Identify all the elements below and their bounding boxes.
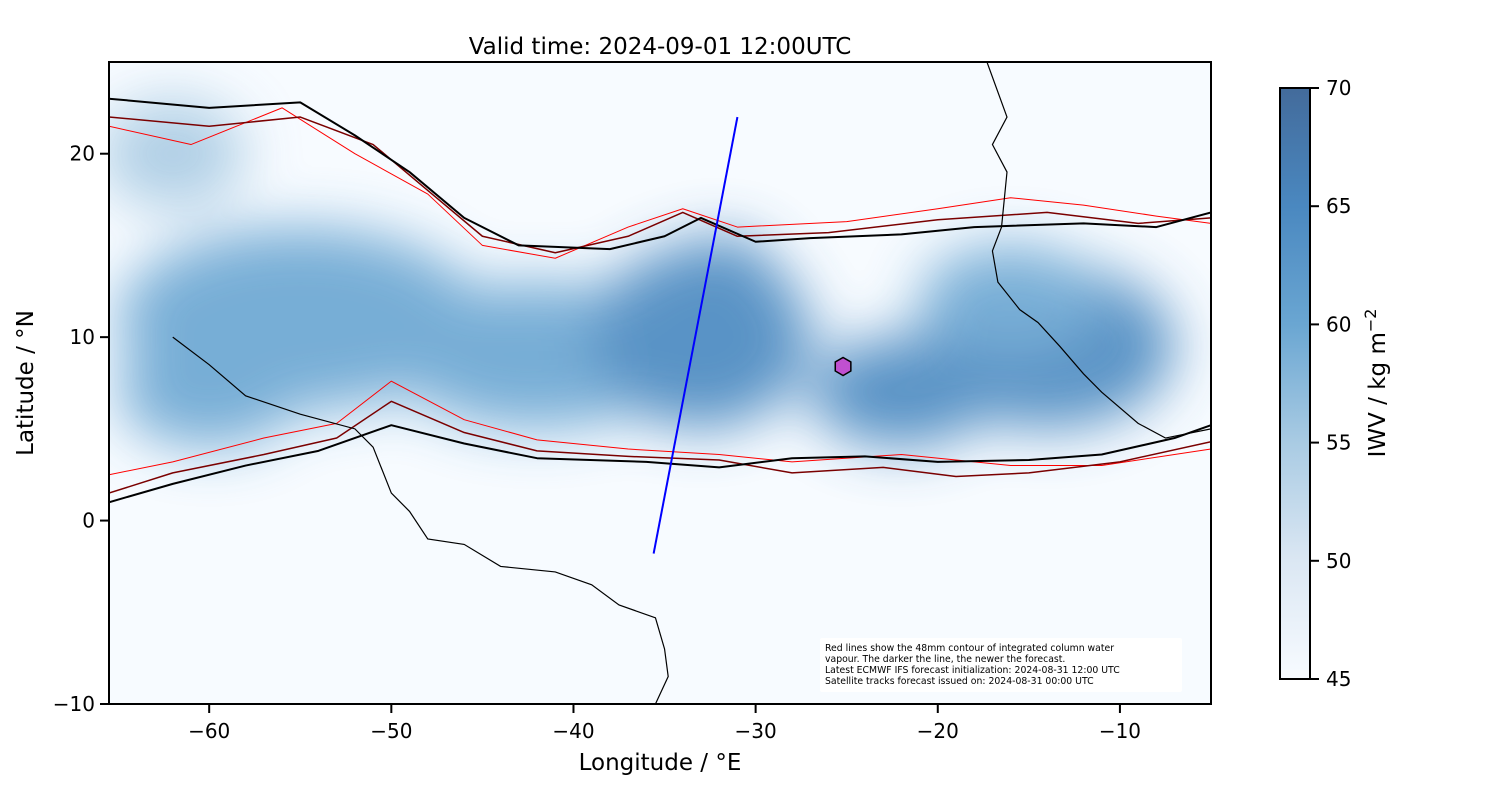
colorbar bbox=[1279, 87, 1311, 680]
x-tick-label: −20 bbox=[917, 719, 959, 743]
y-axis-label: Latitude / °N bbox=[13, 310, 39, 456]
y-axis: −10 0 10 20 bbox=[53, 142, 109, 716]
contour-newest-north bbox=[109, 97, 1211, 251]
y-tick-label: 0 bbox=[82, 509, 95, 533]
satellite-track bbox=[652, 116, 739, 554]
colorbar-ticks: 45 50 55 60 65 70 bbox=[1310, 76, 1351, 691]
coastlines bbox=[172, 62, 1211, 704]
iwv-blob bbox=[109, 98, 246, 209]
x-tick-label: −30 bbox=[735, 719, 777, 743]
annotation-line: Red lines show the 48mm contour of integ… bbox=[825, 643, 1115, 654]
x-axis-label: Longitude / °E bbox=[579, 750, 742, 776]
hexagon-marker bbox=[834, 356, 852, 377]
iwv-field bbox=[109, 98, 1175, 448]
x-axis: −60 −50 −40 −30 −20 −10 bbox=[188, 704, 1141, 743]
hexagon-icon bbox=[834, 356, 852, 377]
iwv-blob bbox=[919, 245, 1102, 356]
contour-oldest-north bbox=[109, 107, 1211, 259]
colorbar-tick-label: 45 bbox=[1326, 667, 1351, 691]
y-tick-label: −10 bbox=[53, 692, 95, 716]
colorbar-tick-label: 55 bbox=[1326, 431, 1351, 455]
x-tick-label: −50 bbox=[370, 719, 412, 743]
colorbar-tick-label: 50 bbox=[1326, 549, 1351, 573]
colorbar-tick-label: 70 bbox=[1326, 76, 1351, 100]
contour-oldest-south bbox=[109, 380, 1211, 476]
colorbar-tick-label: 65 bbox=[1326, 194, 1351, 218]
coastline bbox=[172, 336, 669, 704]
annotation-box: Red lines show the 48mm contour of integ… bbox=[820, 638, 1182, 692]
y-tick-label: 20 bbox=[70, 142, 95, 166]
annotation-line: Latest ECMWF IFS forecast initialization… bbox=[825, 665, 1120, 676]
map-title: Valid time: 2024-09-01 12:00UTC bbox=[469, 34, 852, 60]
annotation-line: vapour. The darker the line, the newer t… bbox=[825, 654, 1066, 665]
annotation-line: Satellite tracks forecast issued on: 202… bbox=[825, 676, 1094, 687]
contour-mid-south bbox=[109, 400, 1211, 494]
x-tick-label: −60 bbox=[188, 719, 230, 743]
colorbar-tick-label: 60 bbox=[1326, 312, 1351, 336]
iwv-blob bbox=[118, 337, 301, 448]
plot-frame bbox=[108, 61, 1212, 705]
x-tick-label: −40 bbox=[552, 719, 594, 743]
colorbar-label: IWV / kg m−2 bbox=[1361, 309, 1391, 458]
iwv-blob bbox=[664, 236, 774, 310]
satellite-track-line bbox=[652, 116, 739, 554]
coastline bbox=[986, 62, 1211, 439]
y-tick-label: 10 bbox=[70, 325, 95, 349]
contour-mid-north bbox=[109, 116, 1211, 254]
contour-newest-south bbox=[109, 424, 1211, 504]
iwv-contours bbox=[109, 97, 1211, 504]
iwv-blob-group bbox=[109, 98, 1175, 448]
x-tick-label: −10 bbox=[1099, 719, 1141, 743]
